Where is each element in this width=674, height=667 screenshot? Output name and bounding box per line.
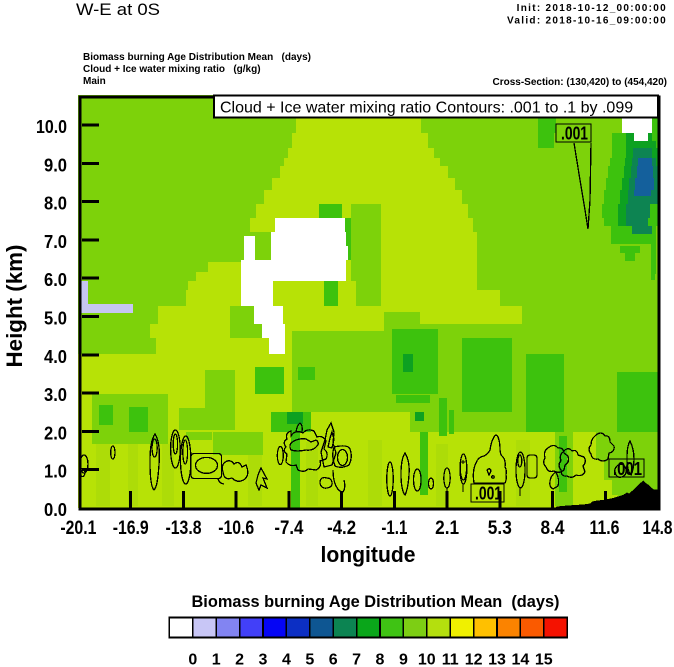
svg-text:.001: .001 (475, 484, 502, 504)
svg-text:0: 0 (188, 652, 197, 667)
svg-text:.001: .001 (613, 459, 642, 479)
svg-text:4: 4 (282, 652, 291, 667)
svg-text:5.3: 5.3 (488, 518, 512, 539)
svg-text:11: 11 (442, 652, 459, 667)
svg-text:-7.4: -7.4 (274, 518, 303, 539)
svg-text:9: 9 (399, 652, 408, 667)
svg-text:Cloud + Ice water mixing ratio: Cloud + Ice water mixing ratio Contours:… (220, 100, 633, 117)
svg-text:7.0: 7.0 (44, 232, 67, 252)
svg-text:-10.6: -10.6 (218, 518, 254, 539)
svg-text:9.0: 9.0 (44, 155, 67, 175)
svg-text:Cross-Section: (130,420) to (4: Cross-Section: (130,420) to (454,420) (492, 77, 667, 88)
svg-text:11.6: 11.6 (590, 518, 620, 539)
svg-text:10: 10 (418, 652, 436, 667)
svg-text:5.0: 5.0 (44, 309, 67, 329)
svg-text:Main: Main (83, 76, 106, 87)
svg-text:W-E at 0S: W-E at 0S (76, 0, 160, 19)
svg-text:8: 8 (376, 652, 385, 667)
svg-text:15: 15 (535, 652, 553, 667)
svg-text:12: 12 (465, 652, 483, 667)
svg-text:-20.1: -20.1 (60, 518, 96, 539)
svg-text:longitude: longitude (321, 542, 416, 567)
svg-text:14.8: 14.8 (643, 518, 673, 539)
svg-text:-4.2: -4.2 (327, 518, 356, 539)
svg-text:8.0: 8.0 (44, 194, 67, 214)
svg-text:Biomass burning Age Distributi: Biomass burning Age Distribution Mean (d… (192, 592, 560, 611)
svg-text:7: 7 (352, 652, 361, 667)
svg-text:0.0: 0.0 (44, 500, 67, 520)
svg-text:2.0: 2.0 (44, 423, 67, 443)
svg-text:Biomass burning Age Distributi: Biomass burning Age Distribution Mean (d… (83, 52, 311, 63)
svg-text:14: 14 (512, 652, 530, 667)
svg-text:6: 6 (329, 652, 338, 667)
svg-text:2: 2 (235, 652, 244, 667)
svg-text:1: 1 (212, 652, 221, 667)
svg-text:6.0: 6.0 (44, 270, 67, 290)
svg-text:8.4: 8.4 (541, 518, 565, 539)
svg-text:-16.9: -16.9 (113, 518, 149, 539)
svg-text:3: 3 (259, 652, 268, 667)
svg-text:.001: .001 (561, 124, 588, 144)
svg-text:Height (km): Height (km) (2, 245, 27, 368)
svg-text:Init: 2018-10-12_00:00:00: Init: 2018-10-12_00:00:00 (517, 3, 667, 14)
svg-text:-13.8: -13.8 (166, 518, 202, 539)
svg-text:3.0: 3.0 (44, 385, 67, 405)
svg-text:Valid: 2018-10-16_09:00:00: Valid: 2018-10-16_09:00:00 (507, 16, 667, 27)
svg-text:5: 5 (305, 652, 314, 667)
svg-text:13: 13 (488, 652, 506, 667)
svg-text:10.0: 10.0 (36, 117, 67, 137)
svg-text:Cloud + Ice water mixing ratio: Cloud + Ice water mixing ratio (g/kg) (83, 64, 261, 75)
svg-text:2.1: 2.1 (435, 518, 459, 539)
svg-text:4.0: 4.0 (44, 347, 67, 367)
svg-text:-1.1: -1.1 (381, 518, 407, 539)
svg-text:1.0: 1.0 (44, 462, 67, 482)
